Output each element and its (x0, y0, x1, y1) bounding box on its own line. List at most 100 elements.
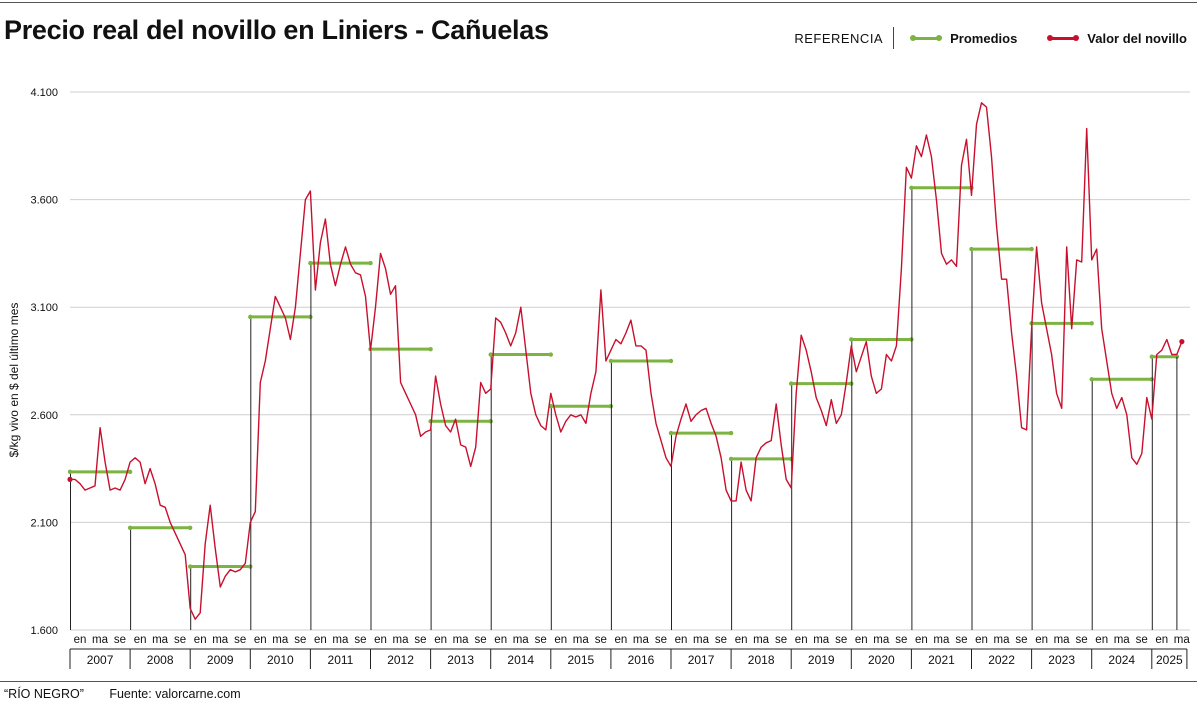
average-marker (548, 352, 553, 357)
month-tick-label: se (835, 634, 847, 646)
month-tick-label: ma (152, 634, 169, 646)
month-tick-label: ma (393, 634, 410, 646)
price-end-marker (1179, 339, 1185, 345)
y-tick-label: 2.600 (30, 410, 58, 422)
legend-reference-label: REFERENCIA (794, 30, 884, 46)
month-tick-label: ma (753, 634, 770, 646)
month-tick-label: se (775, 634, 787, 646)
y-tick-label: 4.100 (30, 87, 58, 99)
year-label: 2021 (928, 653, 955, 667)
average-marker (1174, 354, 1180, 359)
month-tick-label: se (1136, 634, 1148, 646)
month-tick-label: ma (994, 634, 1011, 646)
month-tick-label: ma (813, 634, 830, 646)
average-marker (668, 430, 674, 436)
month-tick-label: en (675, 634, 688, 646)
month-tick-label: ma (1174, 634, 1191, 646)
month-tick-label: ma (573, 634, 590, 646)
average-marker (789, 381, 794, 386)
legend-price-label: Valor del novillo (1087, 30, 1187, 46)
legend-averages-label: Promedios (950, 30, 1018, 46)
month-tick-label: se (1015, 634, 1027, 646)
year-label: 2014 (507, 653, 534, 667)
average-marker (728, 456, 734, 462)
average-marker (1089, 321, 1094, 326)
y-tick-label: 2.100 (30, 517, 58, 529)
publisher-credit: “RÍO NEGRO” (4, 687, 84, 701)
year-label: 2024 (1108, 653, 1135, 667)
price-line (70, 102, 1183, 620)
month-tick-label: ma (212, 634, 229, 646)
legend-item-averages: Promedios (910, 30, 1018, 46)
average-marker (308, 260, 313, 266)
month-tick-label: en (795, 634, 808, 646)
month-tick-label: se (234, 634, 246, 646)
average-marker (668, 358, 674, 364)
y-tick-label: 1.600 (30, 625, 58, 637)
month-tick-label: ma (513, 634, 530, 646)
month-tick-label: en (374, 634, 387, 646)
month-tick-label: se (414, 634, 426, 646)
year-label: 2008 (147, 653, 174, 667)
chart-title: Precio real del novillo en Liniers - Cañ… (4, 15, 549, 45)
month-tick-label: en (134, 634, 147, 646)
year-label: 2012 (387, 653, 414, 667)
average-marker (428, 346, 433, 352)
month-tick-label: en (434, 634, 447, 646)
month-tick-label: en (74, 634, 87, 646)
legend-price-swatch (1047, 35, 1080, 41)
average-marker (248, 314, 253, 320)
year-label: 2020 (868, 653, 895, 667)
month-tick-label: ma (453, 634, 470, 646)
average-marker (67, 469, 73, 475)
y-tick-label: 3.600 (30, 195, 58, 207)
month-tick-label: ma (1114, 634, 1131, 646)
month-tick-label: ma (693, 634, 710, 646)
year-label: 2011 (328, 653, 354, 667)
legend: REFERENCIA Promedios Valor del novillo (794, 27, 1187, 49)
year-label: 2007 (87, 653, 114, 667)
price-start-marker (67, 476, 73, 482)
average-marker (608, 358, 614, 364)
month-tick-label: se (535, 634, 547, 646)
average-marker (1089, 377, 1094, 382)
month-tick-label: en (494, 634, 507, 646)
month-tick-label: se (294, 634, 306, 646)
year-label: 2025 (1156, 653, 1183, 667)
month-tick-label: en (554, 634, 567, 646)
month-tick-label: se (655, 634, 667, 646)
month-tick-label: en (194, 634, 207, 646)
year-label: 2013 (447, 653, 474, 667)
year-label: 2019 (808, 653, 835, 667)
year-label: 2018 (748, 653, 775, 667)
average-marker (728, 430, 734, 436)
month-tick-label: ma (1054, 634, 1071, 646)
average-marker (1149, 354, 1155, 359)
legend-item-price: Valor del novillo (1047, 30, 1187, 46)
month-tick-label: se (114, 634, 126, 646)
year-label: 2023 (1048, 653, 1075, 667)
footer: “RÍO NEGRO” Fuente: valorcarne.com (4, 687, 263, 701)
average-marker (969, 246, 974, 252)
month-tick-label: ma (272, 634, 289, 646)
average-marker (188, 564, 193, 569)
year-label: 2015 (567, 653, 594, 667)
month-tick-label: se (955, 634, 967, 646)
month-tick-label: se (895, 634, 907, 646)
year-label: 2022 (988, 653, 1015, 667)
year-label: 2010 (267, 653, 294, 667)
average-marker (368, 260, 373, 266)
month-tick-label: en (975, 634, 988, 646)
month-tick-label: se (595, 634, 607, 646)
month-tick-label: en (1155, 634, 1168, 646)
average-marker (1029, 246, 1034, 252)
year-label: 2009 (207, 653, 234, 667)
source-credit: Fuente: valorcarne.com (109, 687, 241, 701)
month-tick-label: en (1035, 634, 1048, 646)
month-tick-label: ma (873, 634, 890, 646)
month-tick-label: se (174, 634, 186, 646)
top-rule (0, 2, 1197, 3)
month-tick-label: en (254, 634, 267, 646)
month-tick-label: ma (92, 634, 109, 646)
average-marker (909, 185, 914, 190)
